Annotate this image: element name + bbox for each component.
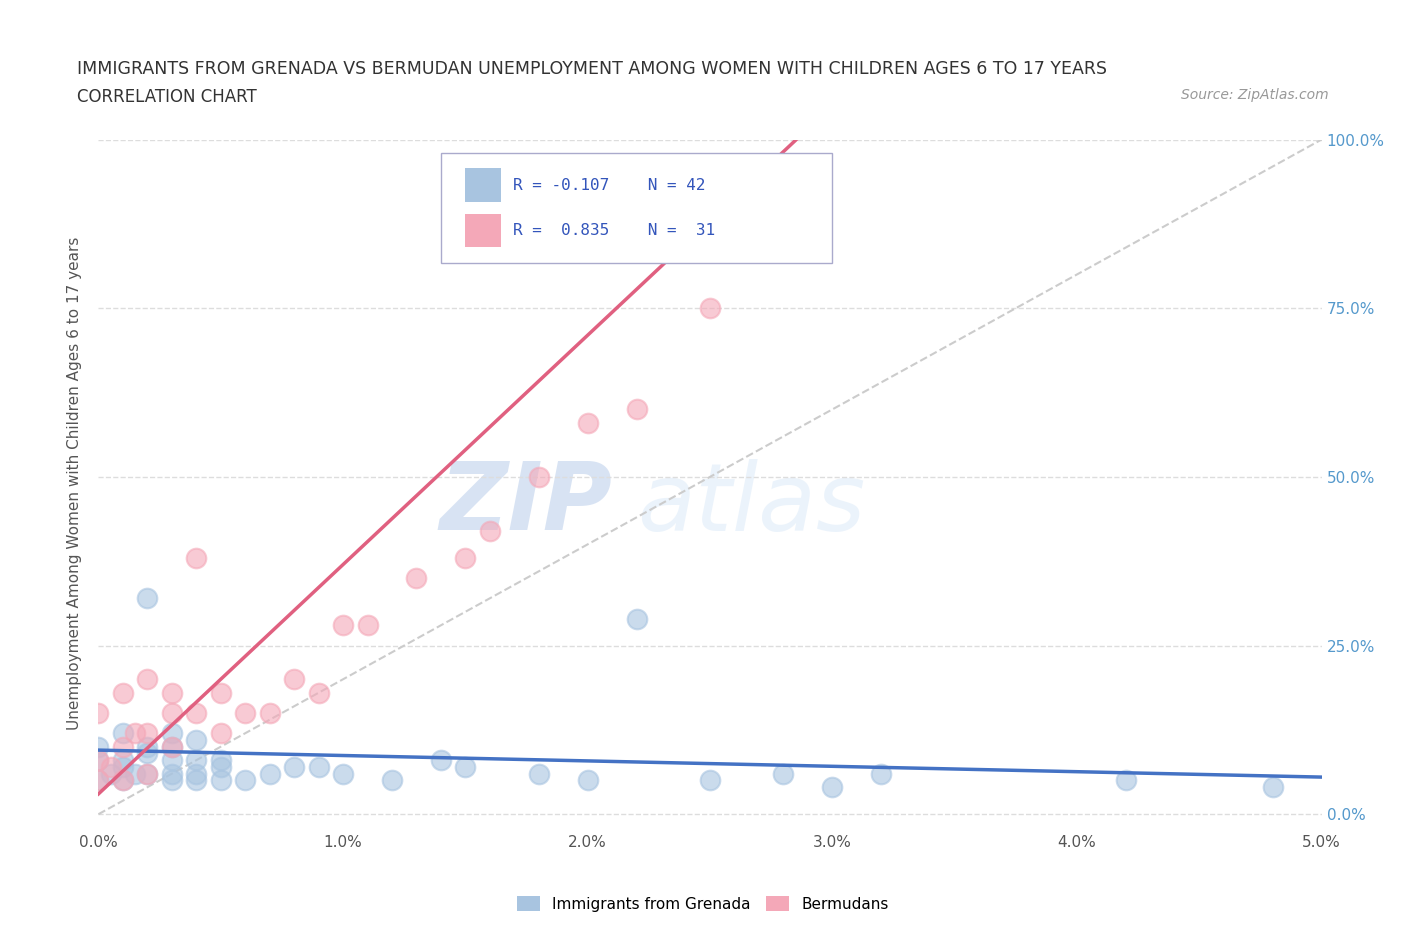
Point [136, 591, 159, 605]
Point [332, 766, 354, 781]
Point [186, 766, 208, 781]
Point [259, 706, 281, 721]
Point [111, 685, 134, 700]
FancyBboxPatch shape [465, 168, 501, 202]
Point [136, 671, 159, 686]
Text: CORRELATION CHART: CORRELATION CHART [77, 88, 257, 106]
Point [209, 752, 232, 767]
Point [527, 766, 550, 781]
FancyBboxPatch shape [441, 153, 832, 263]
Point [478, 524, 501, 538]
Point [308, 685, 330, 700]
Point [111, 752, 134, 767]
Point [283, 671, 305, 686]
Point [233, 706, 256, 721]
Point [209, 773, 232, 788]
Point [160, 685, 183, 700]
Point [87, 773, 110, 788]
Point [233, 773, 256, 788]
Point [405, 571, 427, 586]
Point [111, 739, 134, 754]
Point [576, 416, 599, 431]
Point [186, 733, 208, 748]
Y-axis label: Unemployment Among Women with Children Ages 6 to 17 years: Unemployment Among Women with Children A… [67, 237, 83, 730]
Point [111, 725, 134, 740]
Point [87, 706, 110, 721]
Point [136, 766, 159, 781]
Point [124, 766, 146, 781]
Point [160, 739, 183, 754]
Point [699, 773, 721, 788]
Point [186, 773, 208, 788]
Point [332, 618, 354, 632]
Point [111, 773, 134, 788]
Point [111, 773, 134, 788]
Point [136, 766, 159, 781]
Point [209, 725, 232, 740]
Point [454, 760, 477, 775]
Point [381, 773, 404, 788]
Point [160, 725, 183, 740]
Point [87, 752, 110, 767]
Point [87, 773, 110, 788]
Point [160, 752, 183, 767]
Point [100, 760, 122, 775]
Point [160, 739, 183, 754]
Point [821, 779, 844, 794]
Point [356, 618, 378, 632]
Point [259, 766, 281, 781]
Point [430, 752, 453, 767]
Legend: Immigrants from Grenada, Bermudans: Immigrants from Grenada, Bermudans [512, 889, 894, 918]
Point [160, 766, 183, 781]
Point [136, 725, 159, 740]
Text: atlas: atlas [637, 458, 865, 550]
Point [626, 402, 648, 417]
Point [1115, 773, 1137, 788]
Point [186, 706, 208, 721]
Point [870, 766, 893, 781]
Point [576, 773, 599, 788]
Point [136, 746, 159, 761]
Point [186, 551, 208, 565]
Text: ZIP: ZIP [439, 458, 612, 551]
Point [527, 470, 550, 485]
Point [87, 752, 110, 767]
Point [186, 752, 208, 767]
Point [100, 766, 122, 781]
Point [772, 766, 794, 781]
Point [124, 725, 146, 740]
Point [111, 760, 134, 775]
Point [283, 760, 305, 775]
Text: IMMIGRANTS FROM GRENADA VS BERMUDAN UNEMPLOYMENT AMONG WOMEN WITH CHILDREN AGES : IMMIGRANTS FROM GRENADA VS BERMUDAN UNEM… [77, 60, 1108, 78]
Point [626, 611, 648, 626]
Point [209, 685, 232, 700]
Point [308, 760, 330, 775]
Point [699, 300, 721, 315]
Point [136, 739, 159, 754]
Text: Source: ZipAtlas.com: Source: ZipAtlas.com [1181, 88, 1329, 102]
Point [209, 760, 232, 775]
Point [160, 773, 183, 788]
Text: R =  0.835    N =  31: R = 0.835 N = 31 [513, 223, 716, 238]
FancyBboxPatch shape [465, 214, 501, 247]
Point [160, 706, 183, 721]
Text: R = -0.107    N = 42: R = -0.107 N = 42 [513, 179, 706, 193]
Point [454, 551, 477, 565]
Point [1261, 779, 1284, 794]
Point [87, 739, 110, 754]
